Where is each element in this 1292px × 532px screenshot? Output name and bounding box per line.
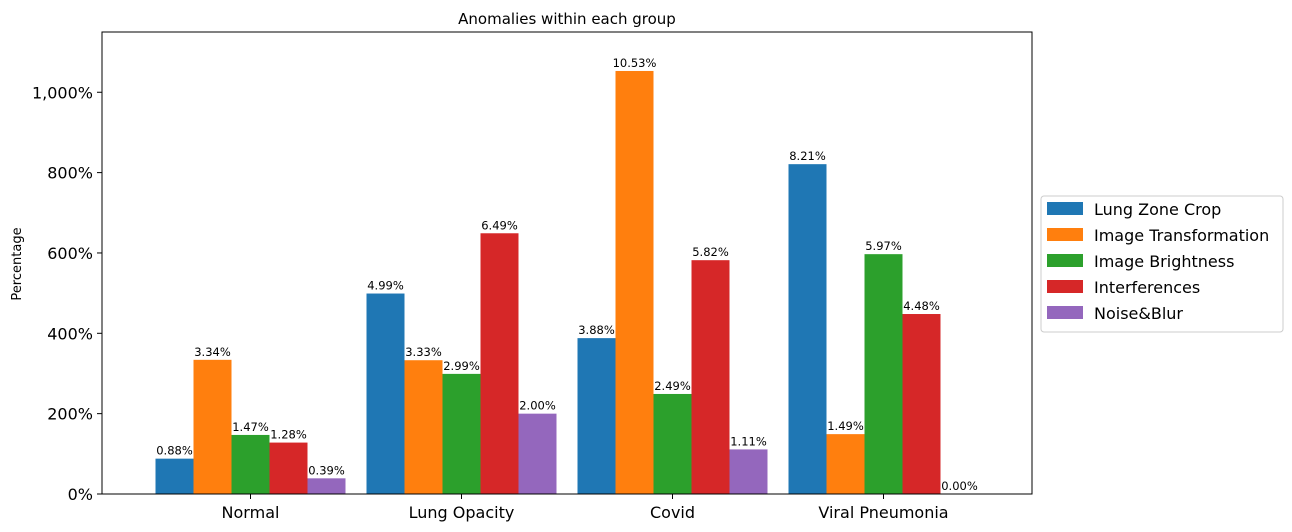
x-axis: Normal Lung Opacity Covid Viral Pneumonia <box>222 494 949 522</box>
bar-value-label: 8.21% <box>789 149 826 163</box>
bar-value-label: 2.00% <box>519 399 556 413</box>
bar-value-label: 2.99% <box>443 359 480 373</box>
bar-value-label: 1.47% <box>232 420 269 434</box>
y-tick-label: 800% <box>47 164 93 183</box>
plot-frame <box>101 31 1033 495</box>
legend-swatch <box>1047 202 1083 215</box>
legend-entry-label: Noise&Blur <box>1094 304 1183 323</box>
bar <box>653 393 692 494</box>
x-tick-label: Viral Pneumonia <box>818 503 948 522</box>
bar <box>691 260 730 494</box>
legend-swatch <box>1047 228 1083 241</box>
bar-value-label: 5.97% <box>865 239 902 253</box>
legend-entry-label: Image Brightness <box>1094 252 1234 271</box>
bar-value-label: 0.39% <box>308 463 345 477</box>
bar <box>518 413 557 494</box>
y-tick-label: 1,000% <box>32 83 93 102</box>
chart-title: Anomalies within each group <box>458 10 676 28</box>
bar <box>826 434 865 494</box>
bar <box>269 442 308 494</box>
x-tick-label: Lung Opacity <box>409 503 515 522</box>
bar-value-label: 3.88% <box>578 323 615 337</box>
legend: Lung Zone Crop Image Transformation Image … <box>1040 195 1284 333</box>
bar <box>307 478 346 494</box>
legend-entry-label: Lung Zone Crop <box>1094 200 1221 219</box>
bar <box>864 254 903 494</box>
bar <box>193 359 232 494</box>
legend-swatch <box>1047 280 1083 293</box>
bar <box>729 449 768 494</box>
legend-entry-label: Interferences <box>1094 278 1200 297</box>
bar-value-label: 10.53% <box>613 56 657 70</box>
y-tick-label: 200% <box>47 405 93 424</box>
y-axis-label: Percentage <box>10 227 25 300</box>
bar-value-label: 4.99% <box>367 279 404 293</box>
x-tick-label: Normal <box>222 503 280 522</box>
legend-frame <box>1040 195 1284 333</box>
legend-entry-label: Image Transformation <box>1094 226 1269 245</box>
legend-swatch <box>1047 254 1083 267</box>
bar <box>404 360 443 494</box>
bar <box>442 373 481 494</box>
bar-value-label: 4.48% <box>903 299 940 313</box>
bar <box>231 434 270 494</box>
bar-value-label: 0.88% <box>156 444 193 458</box>
bar-value-label: 1.11% <box>730 434 767 448</box>
legend-swatch <box>1047 306 1083 319</box>
bar-value-label: 3.34% <box>194 345 231 359</box>
x-tick-label: Covid <box>650 503 695 522</box>
bar-value-label: 0.00% <box>941 479 978 493</box>
y-axis: 0% 200% 400% 600% 800% 1,000% <box>32 83 102 504</box>
bar <box>902 314 941 494</box>
bar-value-label: 5.82% <box>692 245 729 259</box>
y-tick-label: 0% <box>68 485 93 504</box>
bar <box>480 233 519 494</box>
bar-value-label: 2.49% <box>654 379 691 393</box>
bar-value-label: 1.49% <box>827 419 864 433</box>
bar <box>615 70 654 494</box>
y-tick-label: 400% <box>47 324 93 343</box>
bar <box>577 338 616 494</box>
bar-value-label: 6.49% <box>481 218 518 232</box>
bar-labels-layer: 0.88% 4.99% 3.88% 8.21% 3.34% 3.33% 10.53% 1.49… <box>156 56 978 493</box>
bar <box>788 164 827 495</box>
bars-layer <box>155 70 941 495</box>
bar-value-label: 1.28% <box>270 428 307 442</box>
bar <box>366 293 405 494</box>
bar <box>155 458 194 494</box>
y-tick-label: 600% <box>47 244 93 263</box>
bar-value-label: 3.33% <box>405 345 442 359</box>
